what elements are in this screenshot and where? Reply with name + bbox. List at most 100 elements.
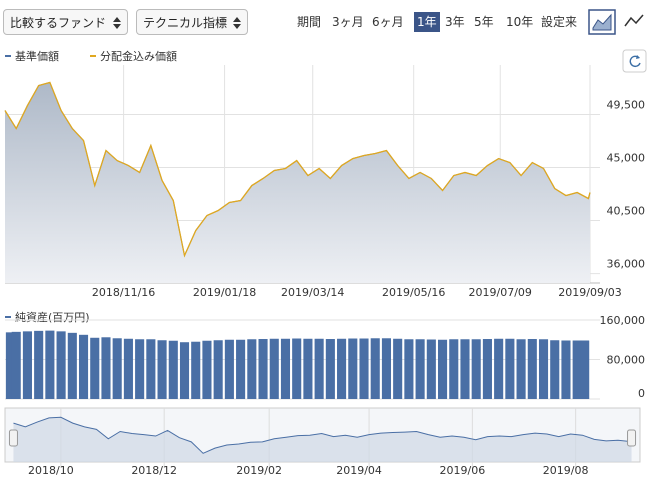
- period-button[interactable]: 10年: [506, 15, 534, 29]
- line-chart-button[interactable]: [624, 14, 644, 27]
- reload-button[interactable]: [622, 49, 647, 73]
- legend-label: 基準価額: [15, 49, 59, 63]
- bar: [393, 338, 403, 399]
- bar: [269, 338, 279, 399]
- x-tick-label: 2018/10: [28, 464, 74, 477]
- bar: [426, 339, 436, 399]
- area-icon: [592, 13, 612, 31]
- compare-select[interactable]: 比較するファンド: [3, 9, 128, 35]
- bar: [224, 339, 234, 399]
- bar: [34, 330, 44, 399]
- x-tick-label: 2019/09/03: [558, 286, 621, 299]
- navigator-area: [13, 417, 632, 462]
- bar: [348, 338, 358, 399]
- reload-arrow: [636, 55, 640, 59]
- x-tick-label: 2018/11/16: [92, 286, 155, 299]
- bar: [325, 339, 335, 399]
- y-tick-label: 36,000: [607, 258, 646, 271]
- period-button[interactable]: 3ヶ月: [332, 15, 364, 29]
- y-tick-label: 49,500: [607, 98, 646, 111]
- technical-select[interactable]: テクニカル指標: [136, 9, 248, 35]
- compare-label: 比較するファンド: [10, 16, 107, 30]
- bar: [22, 331, 32, 399]
- x-tick-label: 2019/01/18: [193, 286, 256, 299]
- bar: [572, 340, 582, 399]
- navigator-handle[interactable]: [8, 429, 18, 447]
- bar: [56, 331, 66, 399]
- bar: [460, 339, 470, 399]
- navigator-line: [13, 416, 632, 454]
- bar: [280, 338, 291, 399]
- y-tick-label: 45,000: [607, 152, 646, 165]
- bar: [247, 339, 257, 399]
- y-tick-label: 160,000: [600, 314, 646, 327]
- bar: [303, 338, 313, 399]
- x-tick-label: 2019/03/14: [281, 286, 344, 299]
- bar: [146, 339, 156, 399]
- chart-title: 純資産(百万円): [15, 311, 90, 324]
- x-tick-label: 2019/05/16: [382, 286, 445, 299]
- period-button[interactable]: 5年: [474, 15, 494, 29]
- bar: [550, 340, 560, 399]
- reload-icon: [629, 55, 641, 68]
- bar: [505, 338, 515, 399]
- legend-label: 分配金込み価額: [100, 49, 177, 63]
- bar: [314, 338, 324, 399]
- bar: [471, 339, 481, 399]
- y-tick-label: 0: [638, 387, 645, 400]
- bar: [202, 340, 212, 399]
- period-label: 期間: [297, 15, 322, 29]
- bar: [292, 338, 302, 399]
- select-arrow: [113, 17, 121, 29]
- x-tick-label: 2019/02: [236, 464, 282, 477]
- x-tick-label: 2018/12: [131, 464, 177, 477]
- bar: [404, 339, 414, 399]
- bar: [494, 338, 504, 399]
- area-fill: [5, 82, 590, 283]
- bar: [236, 339, 246, 399]
- bar: [337, 338, 347, 399]
- bar: [157, 340, 167, 399]
- bar: [437, 339, 448, 399]
- bar: [191, 341, 201, 399]
- period-button[interactable]: 1年: [414, 12, 440, 32]
- bar: [516, 339, 526, 399]
- x-tick-label: 2019/07/09: [469, 286, 532, 299]
- x-tick-label: 2019/08: [543, 464, 589, 477]
- navigator-handle[interactable]: [627, 429, 637, 447]
- x-tick-label: 2019/04: [336, 464, 382, 477]
- bar: [135, 339, 145, 399]
- bar: [359, 338, 369, 399]
- bar: [538, 339, 549, 399]
- bar: [580, 340, 590, 399]
- bar: [415, 339, 425, 399]
- bar: [112, 338, 122, 399]
- bar: [45, 330, 55, 399]
- bar: [381, 338, 392, 399]
- bar: [101, 337, 111, 399]
- bar: [168, 340, 178, 399]
- bar: [370, 338, 380, 399]
- bar: [90, 337, 100, 399]
- bar: [179, 342, 190, 399]
- technical-label: テクニカル指標: [143, 16, 228, 30]
- period-button[interactable]: 6ヶ月: [372, 15, 404, 29]
- select-arrow: [233, 17, 241, 29]
- bar: [561, 340, 571, 399]
- y-tick-label: 40,500: [607, 205, 646, 218]
- bar: [449, 339, 459, 399]
- y-tick-label: 80,000: [607, 354, 646, 367]
- bar: [123, 338, 133, 399]
- bar: [67, 332, 77, 399]
- period-button[interactable]: 3年: [445, 15, 465, 29]
- bar: [5, 332, 15, 399]
- series-line: [4, 81, 591, 258]
- period-button[interactable]: 設定来: [541, 15, 578, 29]
- bar: [78, 334, 89, 399]
- bar: [258, 339, 268, 399]
- bar: [527, 339, 537, 399]
- bar: [11, 331, 21, 399]
- x-tick-label: 2019/06: [440, 464, 486, 477]
